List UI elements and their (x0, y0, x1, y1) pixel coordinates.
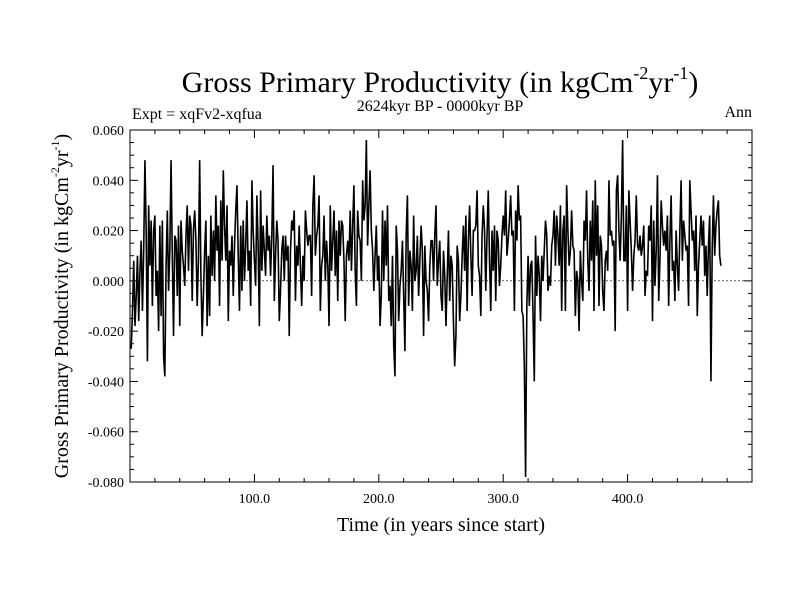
x-axis: 100.0 200.0 300.0 400.0 (154, 130, 728, 507)
y-tick-label: 0.000 (93, 275, 125, 290)
y-tick-label: 0.040 (93, 174, 125, 189)
chart-title: Gross Primary Productivity (in kgCm-2yr-… (182, 63, 699, 99)
y-tick-label: -0.080 (88, 476, 124, 491)
y-tick-label: -0.060 (88, 426, 124, 441)
x-tick-label: 200.0 (363, 492, 395, 507)
chart-title-text: Gross Primary Productivity (in kgCm (182, 66, 634, 99)
chart-title-sup1: -2 (633, 63, 648, 83)
x-tick-label: 400.0 (612, 492, 644, 507)
y-axis-label-sup2: -1 (48, 140, 62, 150)
x-tick-label: 300.0 (487, 492, 519, 507)
chart-title-end: ) (688, 66, 698, 99)
season-label: Ann (724, 104, 752, 121)
time-range-label: 2624kyr BP - 0000kyr BP (357, 98, 524, 115)
y-tick-label: 0.060 (93, 124, 125, 139)
series-group (130, 140, 722, 477)
chart-title-sup2: -1 (673, 63, 688, 83)
y-axis-label-mid: yr (51, 150, 73, 167)
y-tick-label: 0.020 (93, 225, 125, 240)
series-line (130, 140, 722, 477)
y-axis: -0.080 -0.060 -0.040 -0.020 0.000 0.020 0.040 0… (88, 124, 752, 491)
y-axis-label-sup1: -2 (48, 167, 62, 177)
experiment-label: Expt = xqFv2-xqfua (132, 106, 262, 123)
y-axis-label-end: ) (51, 134, 73, 141)
y-tick-label: -0.040 (88, 375, 124, 390)
y-axis-label-text: Gross Primary Productivity (in kgCm (51, 177, 73, 479)
y-tick-label: -0.020 (88, 325, 124, 340)
x-axis-label: Time (in years since start) (337, 514, 545, 536)
x-tick-label: 100.0 (239, 492, 271, 507)
y-axis-label: Gross Primary Productivity (in kgCm-2yr-… (48, 134, 73, 478)
chart-title-mid: yr (648, 66, 673, 99)
